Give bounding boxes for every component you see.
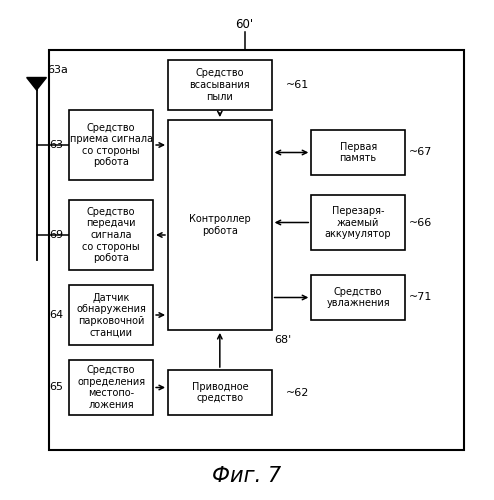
Text: 64: 64 <box>49 310 63 320</box>
Bar <box>311 130 405 175</box>
Bar <box>69 360 153 415</box>
Text: Средство
передачи
сигнала
со стороны
робота: Средство передачи сигнала со стороны роб… <box>82 207 140 263</box>
Bar <box>69 200 153 270</box>
Text: ~62: ~62 <box>286 388 309 398</box>
Bar <box>69 285 153 345</box>
Bar <box>168 120 272 330</box>
Text: 63: 63 <box>49 140 63 150</box>
Text: ~66: ~66 <box>409 218 432 228</box>
Text: 65: 65 <box>49 382 63 392</box>
Text: Средство
определения
местопо-
ложения: Средство определения местопо- ложения <box>77 365 145 410</box>
Polygon shape <box>27 78 46 90</box>
Text: 69: 69 <box>49 230 63 240</box>
Text: ~67: ~67 <box>409 148 432 158</box>
Text: ~61: ~61 <box>286 80 309 90</box>
Bar <box>49 50 464 450</box>
Bar <box>311 275 405 320</box>
Text: Средство
всасывания
пыли: Средство всасывания пыли <box>190 68 250 102</box>
Bar <box>311 195 405 250</box>
Text: Средство
приема сигнала
со стороны
робота: Средство приема сигнала со стороны робот… <box>70 122 153 168</box>
Bar <box>69 110 153 180</box>
Text: Перезаря-
жаемый
аккумулятор: Перезаря- жаемый аккумулятор <box>325 206 391 239</box>
Bar <box>168 60 272 110</box>
Text: Приводное
средство: Приводное средство <box>192 382 248 404</box>
Text: 63a: 63a <box>47 65 68 75</box>
Text: ~71: ~71 <box>409 292 432 302</box>
Text: Фиг. 7: Фиг. 7 <box>212 466 282 486</box>
Text: Контроллер
робота: Контроллер робота <box>189 214 250 236</box>
Text: 68': 68' <box>274 335 291 345</box>
Text: Средство
увлажнения: Средство увлажнения <box>327 286 390 308</box>
Bar <box>168 370 272 415</box>
Text: 60': 60' <box>236 18 253 31</box>
Text: Первая
память: Первая память <box>339 142 377 164</box>
Text: Датчик
обнаружения
парковочной
станции: Датчик обнаружения парковочной станции <box>76 292 146 338</box>
